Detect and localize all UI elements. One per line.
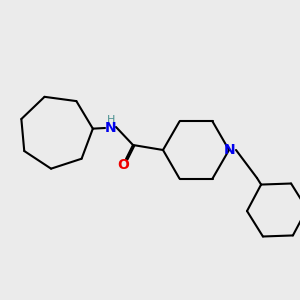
Text: N: N	[105, 121, 117, 135]
Text: O: O	[117, 158, 129, 172]
Text: H: H	[107, 115, 115, 125]
Text: N: N	[224, 143, 236, 157]
